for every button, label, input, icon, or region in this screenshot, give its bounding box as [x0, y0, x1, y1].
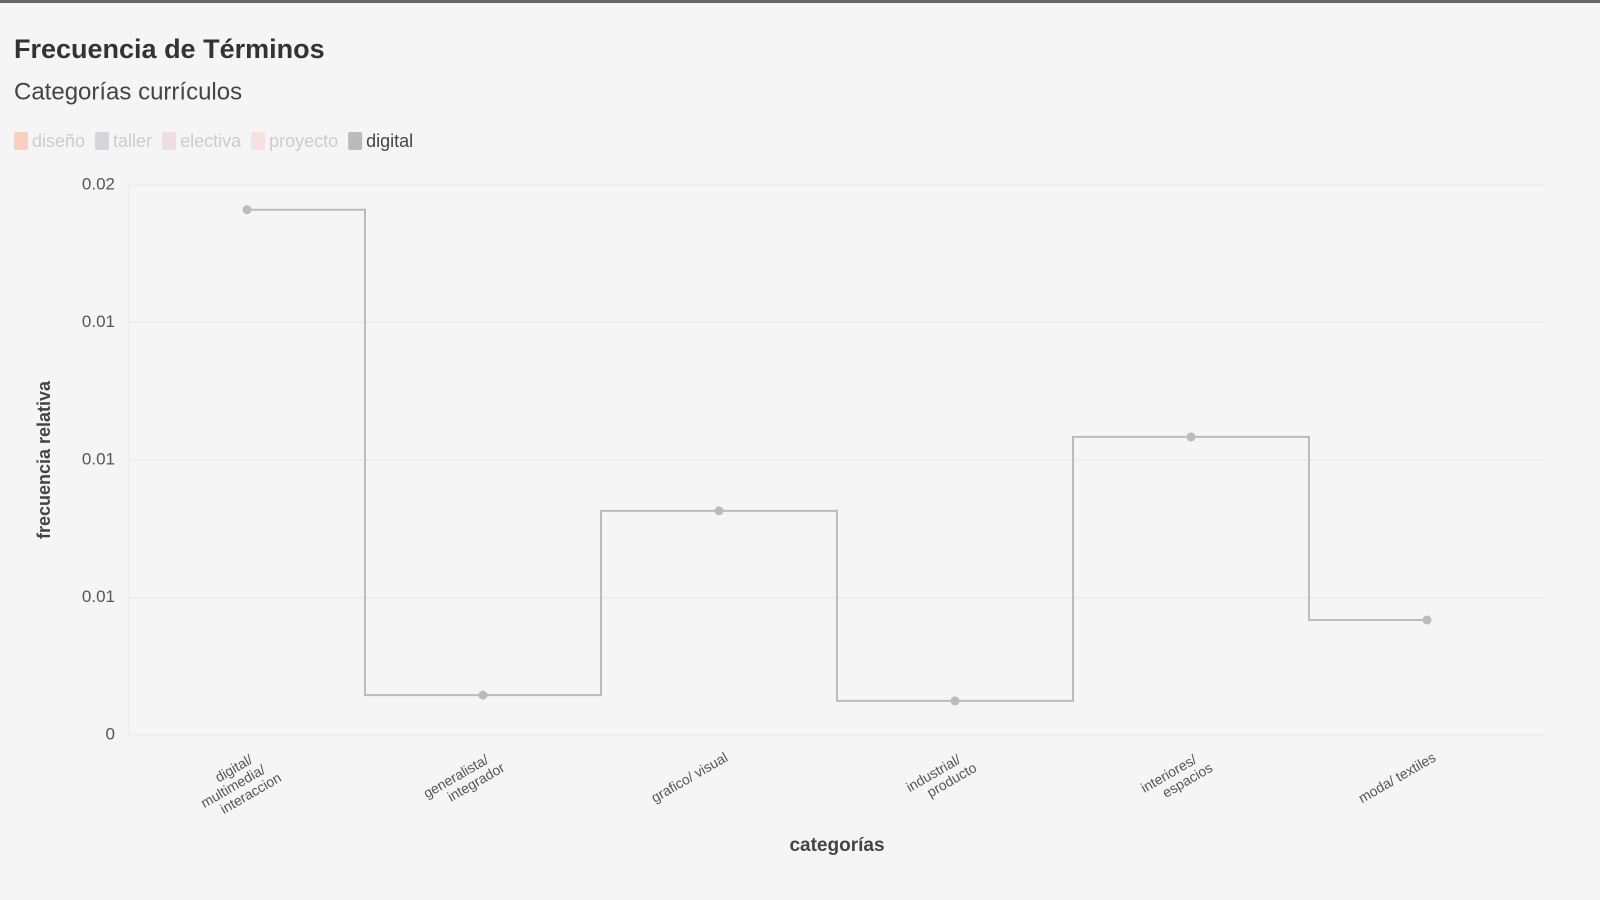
- x-tick-label: generalista/ integrador: [420, 746, 507, 814]
- data-point: [478, 690, 488, 700]
- y-tick-label: 0.01: [82, 587, 115, 606]
- legend-label: diseño: [32, 131, 85, 151]
- x-tick-label: grafico/ visual: [648, 749, 730, 806]
- legend-swatch: [95, 132, 110, 150]
- x-tick-label: digital/ multimedia/ interaccion: [190, 743, 284, 824]
- top-border: [0, 0, 1600, 3]
- data-point: [950, 696, 960, 706]
- step-line: [247, 208, 1427, 702]
- x-tick-label: interiores/ espacios: [1138, 746, 1215, 809]
- legend-label: electiva: [180, 131, 242, 151]
- legend-label: taller: [113, 131, 152, 151]
- y-tick-label: 0.02: [82, 174, 115, 193]
- legend-swatch: [348, 132, 363, 150]
- chart-title: Frecuencia de Términos: [14, 34, 325, 64]
- x-tick-label: industrial/ producto: [903, 746, 979, 808]
- x-axis-label: categorías: [789, 835, 884, 856]
- legend-label: digital: [366, 131, 413, 151]
- legend-label: proyecto: [269, 131, 338, 151]
- data-point: [714, 506, 724, 516]
- data-point: [1186, 432, 1196, 442]
- y-tick-label: 0.01: [82, 312, 115, 331]
- y-tick-label: 0: [106, 724, 115, 743]
- legend-swatch: [14, 132, 28, 150]
- data-point: [1422, 615, 1432, 625]
- x-tick-label: moda/ textiles: [1356, 749, 1439, 806]
- y-axis-label: frecuencia relativa: [34, 380, 54, 539]
- legend-swatch: [162, 132, 177, 150]
- data-point: [242, 205, 252, 215]
- y-tick-label: 0.01: [82, 449, 115, 468]
- legend-swatch: [251, 132, 266, 150]
- chart-subtitle: Categorías currículos: [14, 78, 242, 105]
